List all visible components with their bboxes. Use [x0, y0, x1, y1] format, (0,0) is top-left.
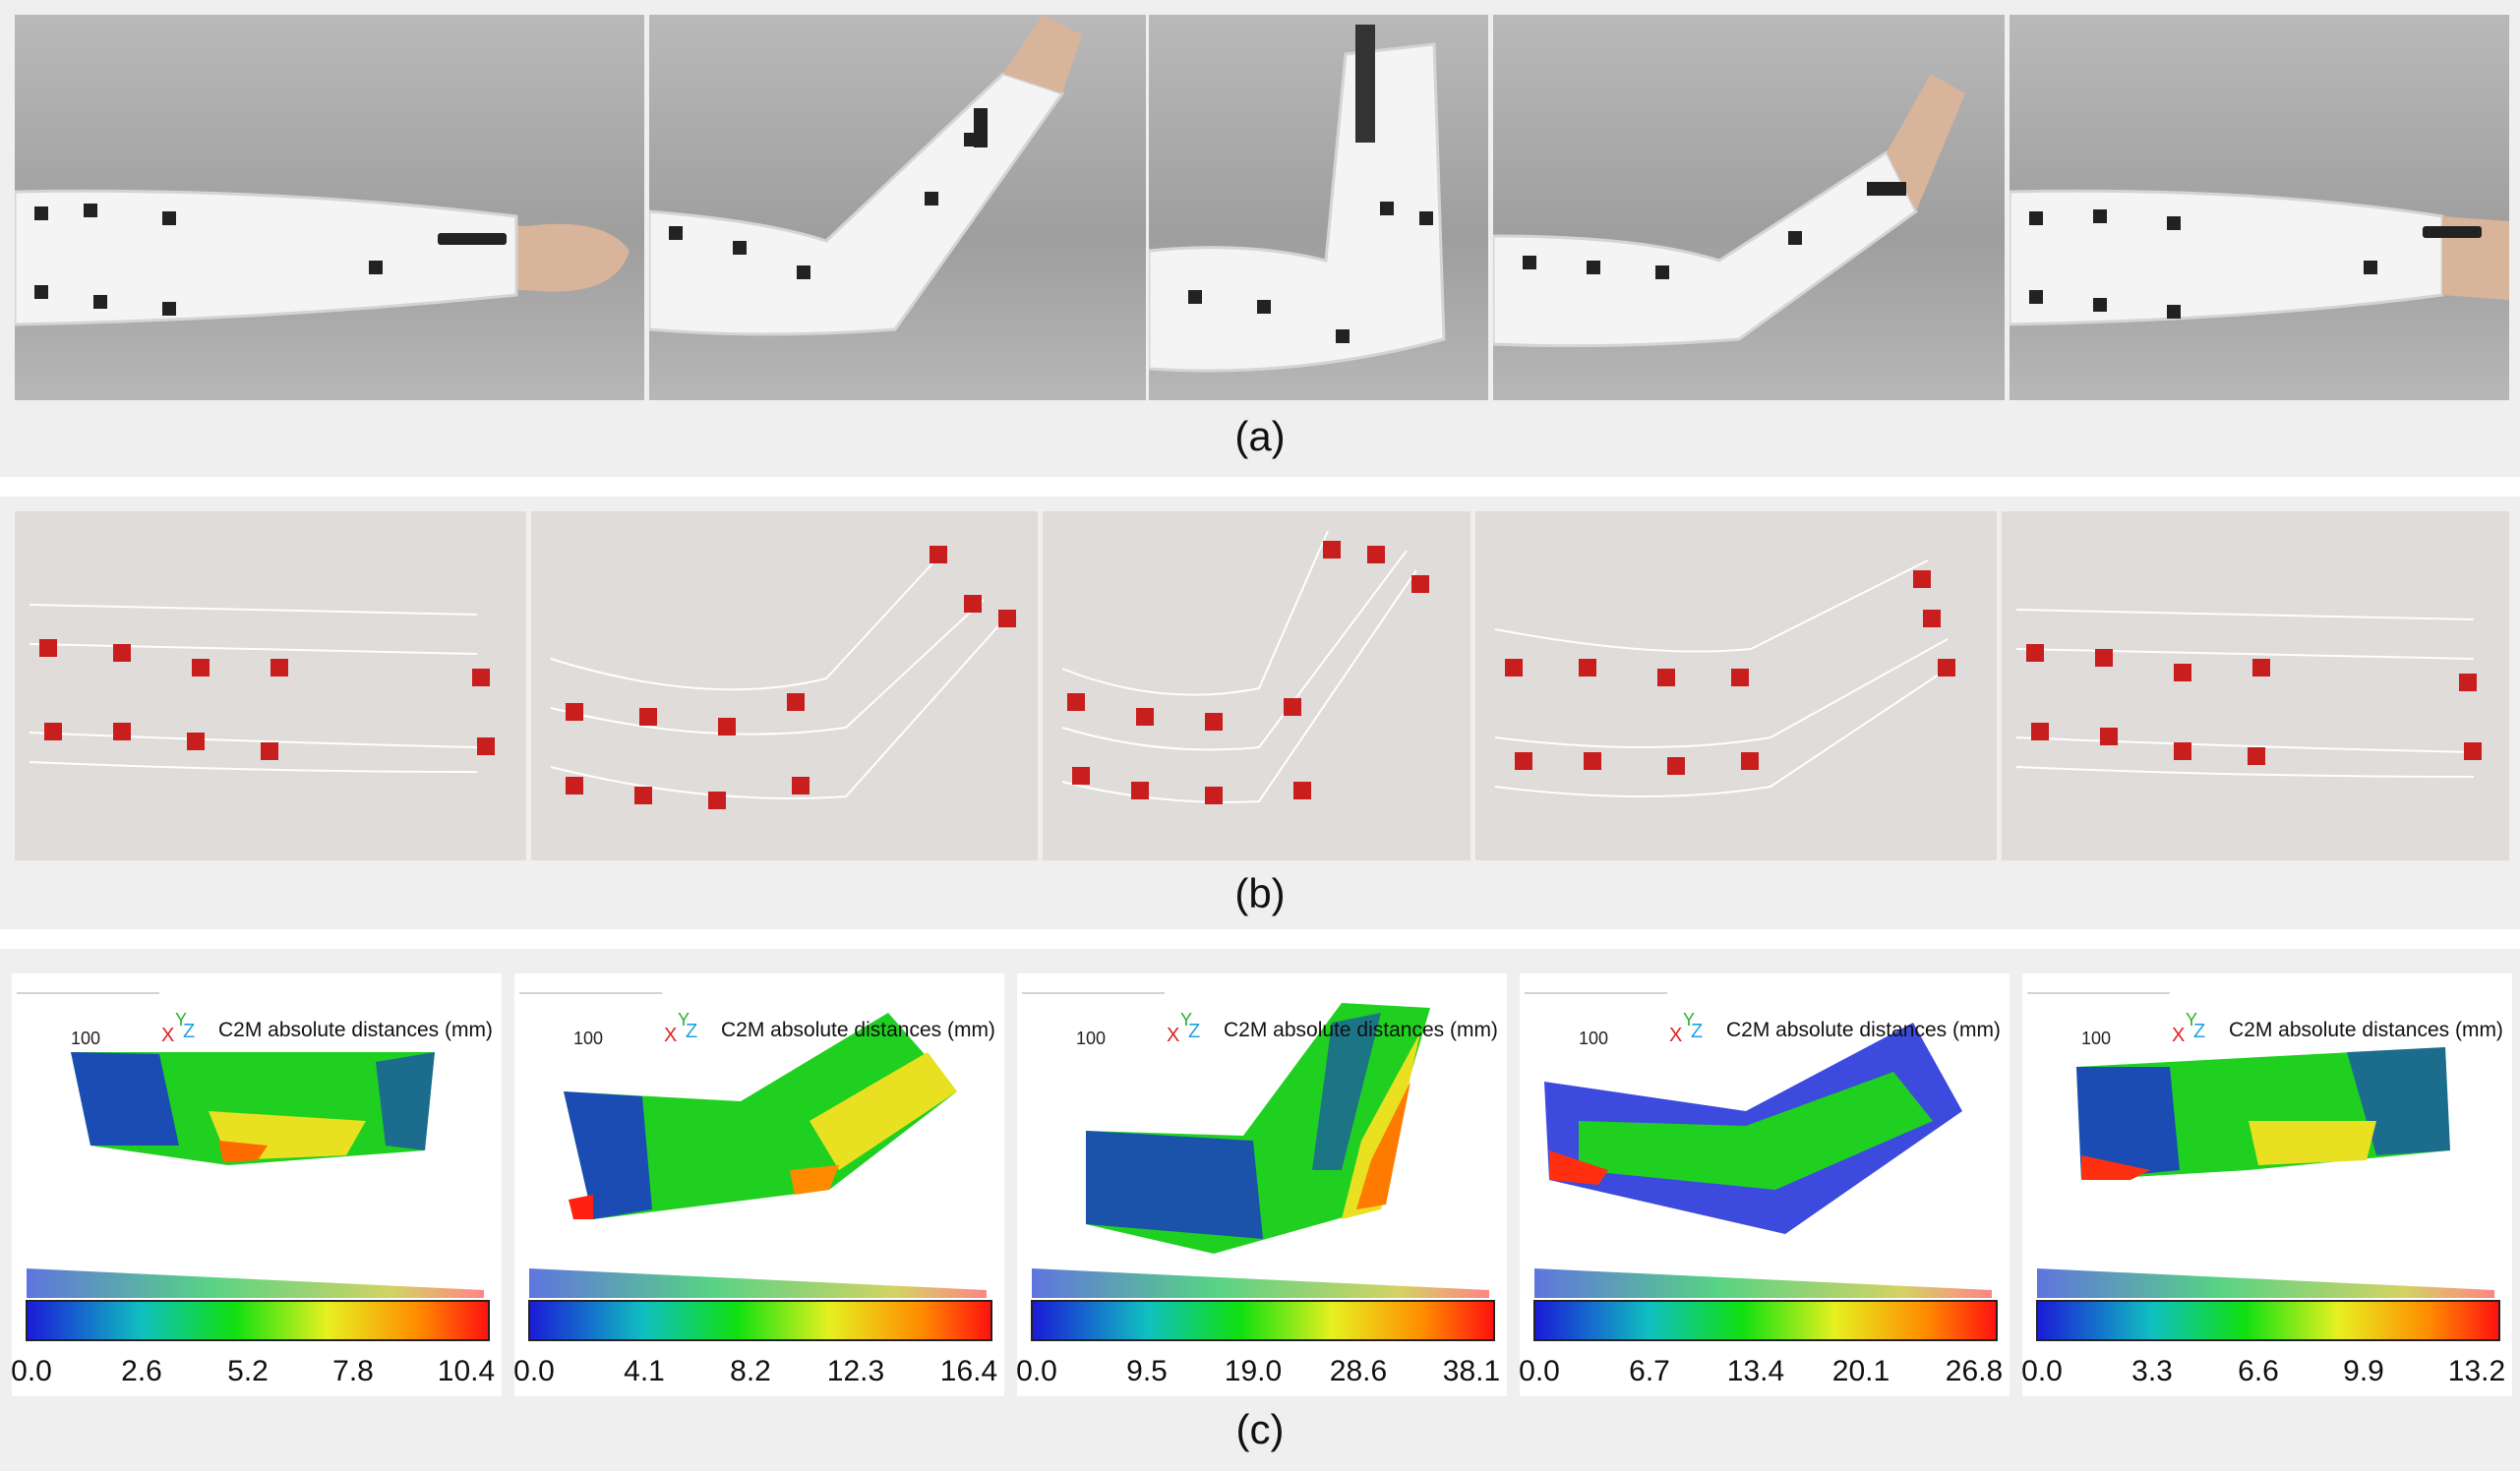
tick-1-2: 5.2 — [227, 1355, 269, 1387]
tick-5-0: 0.0 — [2022, 1355, 2063, 1387]
axis-y-1: Y — [175, 1010, 188, 1030]
c2m-ref-1: 100 — [71, 1029, 101, 1048]
axis-x-3: X — [1167, 1025, 1180, 1046]
tick-2-1: 4.1 — [624, 1355, 665, 1387]
axis-y-2: Y — [678, 1010, 690, 1030]
axis-y-3: Y — [1180, 1010, 1193, 1030]
c2m-map-4: 100 X Y Z C2M absolute distances (mm) 0.… — [1520, 973, 2010, 1396]
tick-3-3: 28.6 — [1329, 1355, 1388, 1387]
tick-5-3: 9.9 — [2343, 1355, 2384, 1387]
axis-z-5: Z — [2193, 1021, 2206, 1042]
c2m-title-5: C2M absolute distances (mm) — [2229, 1019, 2503, 1041]
panel-b: (b) — [0, 497, 2520, 929]
c2m-title-3: C2M absolute distances (mm) — [1224, 1019, 1498, 1041]
axis-z-1: Z — [183, 1021, 196, 1042]
axis-x-5: X — [2172, 1025, 2186, 1046]
tick-4-1: 6.7 — [1629, 1355, 1670, 1387]
photo-vertical-arm — [1149, 15, 1488, 400]
tick-4-3: 20.1 — [1831, 1355, 1890, 1387]
axis-x-1: X — [161, 1025, 175, 1046]
recon-5 — [2002, 511, 2509, 860]
tick-2-2: 8.2 — [730, 1355, 771, 1387]
tick-4-2: 13.4 — [1726, 1355, 1785, 1387]
tick-1-0: 0.0 — [12, 1355, 52, 1387]
axis-z-2: Z — [686, 1021, 698, 1042]
c2m-map-3: 100 X Y Z C2M absolute distances (mm) 0.… — [1017, 973, 1507, 1396]
caption-a: (a) — [1234, 413, 1286, 459]
tick-3-0: 0.0 — [1017, 1355, 1057, 1387]
c2m-title-1: C2M absolute distances (mm) — [218, 1019, 493, 1041]
axis-y-5: Y — [2186, 1010, 2198, 1030]
axis-z-4: Z — [1691, 1021, 1704, 1042]
tick-4-0: 0.0 — [1520, 1355, 1560, 1387]
c2m-ref-2: 100 — [573, 1029, 604, 1048]
tick-2-3: 12.3 — [826, 1355, 885, 1387]
c2m-ref-3: 100 — [1076, 1029, 1107, 1048]
panel-a: (a) — [0, 0, 2520, 477]
photo-straight-arm-1 — [15, 15, 644, 400]
tick-1-3: 7.8 — [332, 1355, 374, 1387]
axis-x-4: X — [1669, 1025, 1683, 1046]
c2m-ref-5: 100 — [2081, 1029, 2112, 1048]
tick-4-4: 26.8 — [1945, 1355, 2004, 1387]
photo-bent-arm-2 — [1493, 15, 2005, 400]
c2m-ref-4: 100 — [1579, 1029, 1609, 1048]
recon-4 — [1475, 511, 1997, 860]
tick-3-1: 9.5 — [1126, 1355, 1168, 1387]
photo-bent-arm-1 — [649, 15, 1146, 400]
tick-2-0: 0.0 — [514, 1355, 555, 1387]
c2m-title-4: C2M absolute distances (mm) — [1726, 1019, 2001, 1041]
tick-5-2: 6.6 — [2238, 1355, 2279, 1387]
c2m-map-1: 100 X Y Z C2M absolute distances (mm) 0.… — [12, 973, 502, 1396]
tick-5-1: 3.3 — [2131, 1355, 2173, 1387]
recon-3 — [1043, 511, 1470, 860]
tick-1-4: 10.4 — [437, 1355, 496, 1387]
axis-z-3: Z — [1188, 1021, 1201, 1042]
caption-c: (c) — [1235, 1406, 1285, 1452]
photo-straight-arm-2 — [2010, 15, 2509, 400]
panel-c: 100 X Y Z C2M absolute distances (mm) 0.… — [0, 949, 2520, 1471]
tick-1-1: 2.6 — [121, 1355, 162, 1387]
c2m-map-2: 100 X Y Z C2M absolute distances (mm) 0.… — [514, 973, 1004, 1396]
tick-2-4: 16.4 — [939, 1355, 998, 1387]
tick-3-2: 19.0 — [1224, 1355, 1283, 1387]
tick-3-4: 38.1 — [1442, 1355, 1501, 1387]
recon-2 — [531, 511, 1038, 860]
c2m-map-5: 100 X Y Z C2M absolute distances (mm) 0.… — [2022, 973, 2512, 1396]
c2m-title-2: C2M absolute distances (mm) — [721, 1019, 995, 1041]
tick-5-4: 13.2 — [2447, 1355, 2506, 1387]
recon-1 — [15, 511, 526, 860]
axis-x-2: X — [664, 1025, 678, 1046]
axis-y-4: Y — [1683, 1010, 1696, 1030]
caption-b: (b) — [1234, 870, 1286, 916]
